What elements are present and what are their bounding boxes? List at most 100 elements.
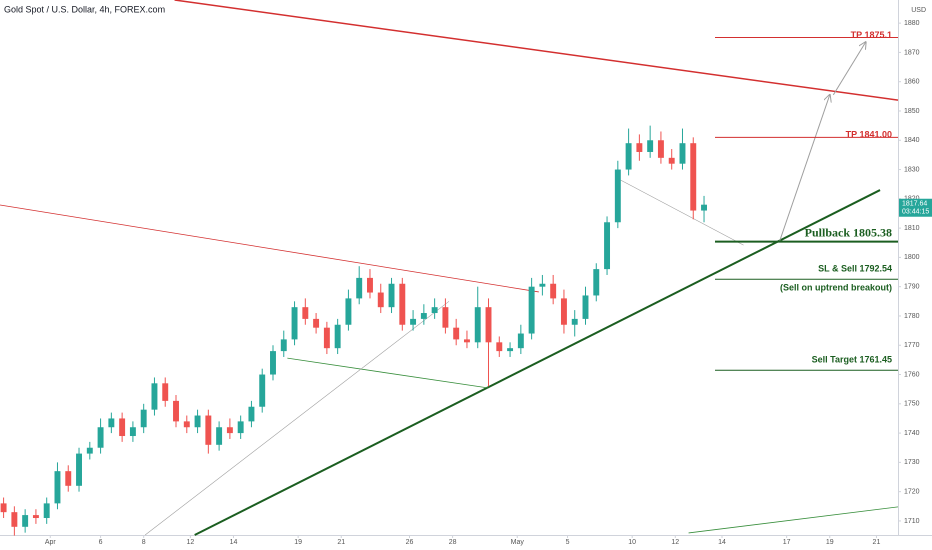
- candle-body: [701, 204, 707, 211]
- candle-body: [302, 307, 309, 319]
- candle-body: [507, 348, 514, 352]
- trendline: [144, 301, 450, 536]
- candle-body: [151, 383, 158, 410]
- level-label: SL & Sell 1792.54: [818, 264, 892, 274]
- candle-body: [690, 143, 697, 211]
- y-tick-label: 1710: [904, 518, 920, 525]
- candle-body: [614, 169, 621, 223]
- candle-body: [334, 324, 341, 349]
- candle-body: [388, 283, 395, 308]
- candle-body: [76, 453, 82, 486]
- x-tick-label: 21: [337, 539, 345, 546]
- x-tick-label: 26: [406, 539, 414, 546]
- candle-body: [259, 374, 266, 407]
- candle-body: [431, 307, 438, 314]
- currency: USD: [911, 7, 926, 14]
- x-tick-label: 19: [826, 539, 834, 546]
- x-tick-label: 12: [671, 539, 679, 546]
- candle-body: [636, 143, 643, 152]
- candle-body: [173, 400, 179, 422]
- candle-body: [54, 471, 61, 504]
- level-label: TP 1841.00: [846, 130, 892, 140]
- candle-body: [410, 318, 417, 325]
- arrow: [778, 95, 829, 242]
- candle-body: [313, 318, 320, 328]
- candle-body: [216, 427, 223, 445]
- x-tick-label: 10: [628, 539, 636, 546]
- y-tick-label: 1780: [904, 313, 920, 320]
- candle-body: [453, 327, 460, 340]
- candle-body: [345, 298, 352, 325]
- candle-body: [517, 333, 524, 349]
- candle-body: [11, 512, 18, 527]
- candle-body: [270, 351, 276, 375]
- candle-body: [679, 143, 686, 164]
- y-tick-label: 1830: [904, 166, 920, 173]
- y-tick-label: 1750: [904, 401, 920, 408]
- candle-body: [356, 277, 363, 299]
- y-tick-label: 1860: [904, 79, 920, 86]
- x-tick-label: Apr: [45, 539, 57, 546]
- trendline: [174, 0, 899, 101]
- candle-body: [205, 415, 212, 445]
- x-tick-label: 8: [142, 539, 146, 546]
- candle-body: [377, 292, 384, 308]
- candle-body: [399, 283, 406, 325]
- arrow: [832, 42, 865, 96]
- level-sublabel: (Sell on uptrend breakout): [780, 283, 892, 293]
- candle-body: [528, 286, 535, 334]
- x-tick-label: 14: [718, 539, 726, 546]
- y-tick-label: 1790: [904, 284, 920, 291]
- candle-body: [420, 313, 427, 319]
- candle-body: [668, 157, 675, 164]
- candle-body: [442, 307, 449, 328]
- level-label: Pullback 1805.38: [805, 225, 892, 239]
- candle-body: [291, 307, 298, 340]
- y-tick-label: 1880: [904, 20, 920, 27]
- y-tick-label: 1740: [904, 430, 920, 437]
- candle-body: [474, 307, 481, 343]
- candle-body: [280, 339, 287, 352]
- candle-body: [237, 421, 244, 434]
- y-tick-label: 1800: [904, 254, 920, 261]
- y-tick-label: 1840: [904, 137, 920, 144]
- candle-body: [560, 298, 567, 325]
- chart-title: Gold Spot / U.S. Dollar, 4h, FOREX.com: [4, 4, 165, 14]
- candle-body: [32, 515, 39, 519]
- candle-body: [593, 269, 600, 296]
- trendline: [620, 179, 744, 246]
- x-tick-label: May: [511, 539, 525, 546]
- candle-body: [86, 447, 93, 454]
- candle-body: [604, 222, 611, 270]
- candle-body: [65, 471, 72, 486]
- candle-body: [140, 409, 147, 428]
- y-tick-label: 1760: [904, 371, 920, 378]
- y-tick-label: 1730: [904, 459, 920, 466]
- candle-body: [625, 143, 632, 170]
- trendline: [287, 357, 489, 389]
- x-tick-label: 28: [449, 539, 457, 546]
- trendline: [0, 204, 539, 293]
- candle-body: [129, 427, 136, 437]
- candle-body: [97, 427, 104, 448]
- y-tick-label: 1850: [904, 108, 920, 115]
- candle-body: [108, 418, 115, 428]
- candle-body: [367, 277, 373, 293]
- y-tick-label: 1720: [904, 489, 920, 496]
- x-tick-label: 5: [566, 539, 570, 546]
- level-label: TP 1875.1: [851, 30, 892, 40]
- candle-body: [485, 307, 492, 343]
- candle-body: [550, 283, 557, 299]
- level-label: Sell Target 1761.45: [812, 355, 892, 365]
- trendline: [688, 506, 899, 534]
- candle-body: [226, 427, 233, 434]
- trendline: [194, 189, 881, 536]
- candle-body: [183, 421, 190, 428]
- candle-body: [539, 283, 546, 287]
- candle-body: [119, 418, 126, 437]
- candle-body: [657, 140, 664, 158]
- x-tick-label: 14: [230, 539, 238, 546]
